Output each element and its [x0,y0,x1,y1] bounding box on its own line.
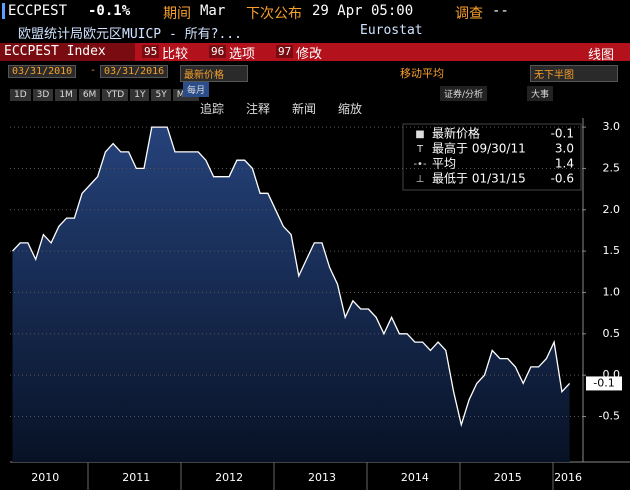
marker [2,3,5,19]
security[interactable]: ECCPEST Index [4,44,106,59]
legend-value: 1.4 [555,157,574,171]
x-tick-label: 2016 [554,471,582,484]
y-tick-label: 0.5 [603,327,621,340]
range-button[interactable]: 5Y [151,89,171,101]
source: Eurostat [360,23,423,38]
period: Mar [200,3,226,19]
legend-value: -0.6 [551,172,574,186]
ticker: ECCPEST [8,3,68,19]
legend-label: 平均 [432,157,456,171]
x-tick-label: 2015 [494,471,522,484]
y-tick-label: 3.0 [603,120,621,133]
tool[interactable]: 新闻 [292,102,317,116]
start-date[interactable]: 03/31/2010 [8,65,77,78]
range-button[interactable]: YTD [102,89,129,101]
range-button[interactable]: 1D [10,89,31,101]
line [12,126,571,428]
menu-number: 95 [142,45,160,58]
last-value-box [586,376,622,391]
legend-value: -0.1 [551,127,574,141]
toolbar-button[interactable]: 大事 [527,86,554,101]
legend-icon: -•- [413,159,427,170]
y-tick-label: -0.5 [599,410,620,423]
toolbar: 追踪 注释 新闻 缩放 [200,98,384,117]
chart-type[interactable]: 线图 [588,48,615,63]
range-button[interactable]: 6M [78,89,101,101]
menu-label[interactable]: 比较 [162,47,189,62]
toolbar-button[interactable]: 证券/分析 [440,86,488,101]
change: -0.1% [88,3,131,19]
menu-label[interactable]: 修改 [296,47,323,62]
lower-chart[interactable]: 无下半图 [530,65,618,82]
legend-label: 最新价格 [432,126,480,141]
next-label: 下次公布 [246,6,302,22]
range-button[interactable]: 3D [32,89,54,101]
y-tick-label: 2.0 [603,203,621,216]
last-value-label: -0.1 [593,376,614,389]
legend-icon: T [416,144,424,155]
y-tick-label: 1.5 [603,244,621,257]
end-date[interactable]: 03/31/2016 [100,65,169,78]
year-dividers [87,462,554,490]
x-tick-label: 2012 [215,471,243,484]
legend-icon: ■ [415,129,424,140]
period-label: 期间 [163,6,191,22]
dash: - [90,65,97,76]
header-bar: ECCPEST -0.1% 期间 Mar 下次公布 29 Apr 05:00 调… [0,0,630,22]
tool[interactable]: 注释 [246,102,271,116]
controls: 03/31/2010 - 03/31/2016 最新价格 移动平均 无下半图 [0,64,630,82]
menu-number: 96 [209,45,227,58]
description: 欧盟统计局欧元区MUICP - 所有?... [18,27,242,42]
survey: -- [492,3,509,19]
y-tick-label: 1.0 [603,285,621,298]
legend-value: 3.0 [555,142,574,156]
x-tick-label: 2010 [31,471,59,484]
next-release: 29 Apr 05:00 [312,3,414,19]
field[interactable]: 最新价格 [180,65,248,82]
tool[interactable]: 追踪 [200,102,225,116]
range-button[interactable]: 1Y [130,89,150,101]
tool[interactable]: 缩放 [338,102,363,116]
y-tick-label: 2.5 [603,161,621,174]
frequency[interactable]: 每月 [183,82,210,97]
legend-label: 最低于 01/31/15 [432,172,526,186]
area-fill [12,127,570,462]
right-buttons: 证券/分析 大事 [440,82,593,101]
legend-label: 最高于 09/30/11 [432,141,526,156]
range-button[interactable]: 1M [55,89,77,101]
legend-box [402,123,582,191]
survey-label: 调查 [455,6,483,22]
range-buttons: 1D3D1M6MYTD1Y5YMax [10,82,201,101]
legend-icon: ⊥ [416,174,425,185]
x-tick-label: 2014 [401,471,429,484]
moving-average[interactable]: 移动平均 [400,67,444,80]
menu-label[interactable]: 选项 [229,47,256,62]
menu-number: 97 [276,45,294,58]
menu-bar: ECCPEST Index 95 比较 96 选项 97 修改 线图 [0,43,630,63]
x-tick-label: 2013 [308,471,336,484]
x-tick-label: 2011 [122,471,150,484]
